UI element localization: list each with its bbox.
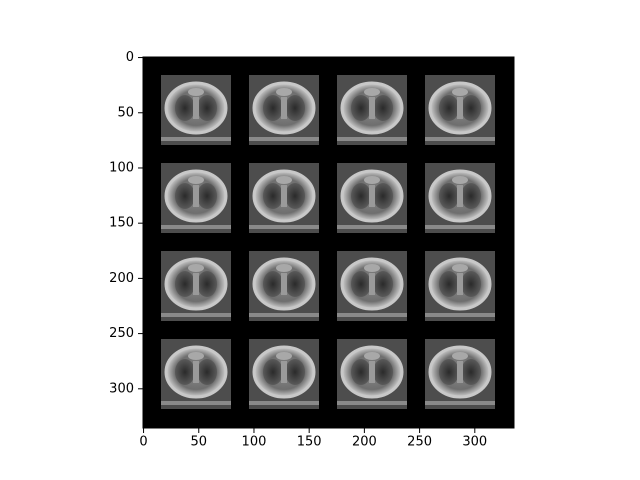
- image-tile: [247, 337, 321, 411]
- image-tile: [247, 161, 321, 235]
- x-tick-label: 150: [297, 435, 322, 450]
- image-tile: [423, 73, 497, 147]
- y-tick-label: 200: [109, 271, 134, 286]
- image-tile: [159, 73, 233, 147]
- image-tile: [159, 249, 233, 323]
- y-tick-label: 150: [109, 216, 134, 231]
- image-tile: [423, 161, 497, 235]
- image-tile: [335, 161, 409, 235]
- image-tile: [423, 249, 497, 323]
- image-tile: [247, 73, 321, 147]
- image-tile: [335, 73, 409, 147]
- x-tick-label: 100: [242, 435, 267, 450]
- y-tick-label: 250: [109, 326, 134, 341]
- x-tick-label: 50: [190, 435, 207, 450]
- y-tick-label: 50: [117, 105, 134, 120]
- image-tile: [247, 249, 321, 323]
- axes-frame: [142, 56, 515, 429]
- image-tile: [335, 249, 409, 323]
- y-tick-label: 0: [126, 50, 134, 65]
- image-tile: [423, 337, 497, 411]
- y-tick-label: 300: [109, 381, 134, 396]
- x-tick-label: 200: [352, 435, 377, 450]
- image-tile: [159, 337, 233, 411]
- image-tile: [335, 337, 409, 411]
- image-tile: [159, 161, 233, 235]
- x-tick-label: 250: [407, 435, 432, 450]
- x-tick-label: 0: [139, 435, 147, 450]
- y-tick-label: 100: [109, 160, 134, 175]
- x-tick-label: 300: [462, 435, 487, 450]
